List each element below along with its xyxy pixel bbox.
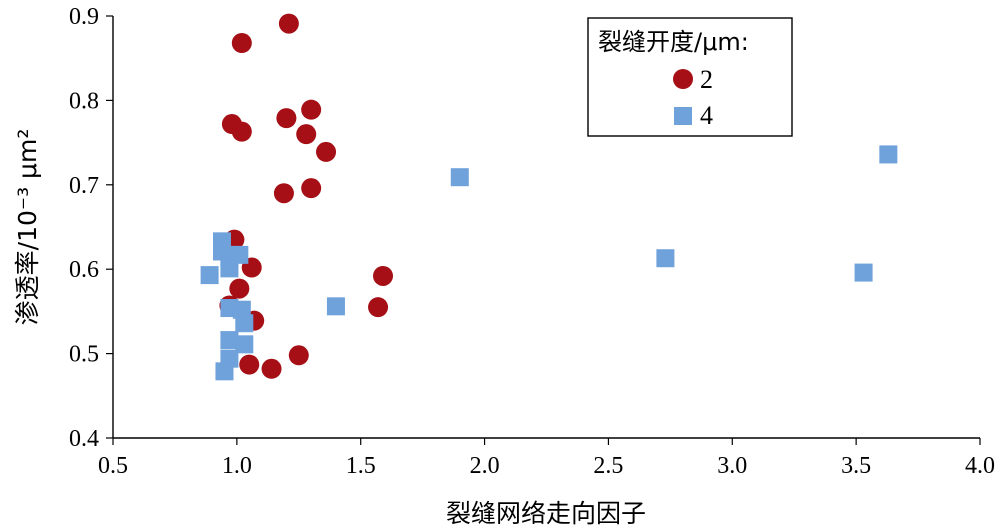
data-point-series-4 (220, 331, 239, 350)
y-tick-label: 0.8 (69, 88, 99, 114)
data-point-series-4 (235, 335, 254, 354)
legend-marker-series-2 (673, 69, 693, 89)
data-point-series-4 (215, 362, 234, 381)
x-tick-label: 2.0 (470, 453, 500, 479)
legend-title: 裂缝开度/μm: (598, 28, 749, 56)
data-marks (200, 13, 898, 381)
data-point-series-4 (854, 263, 873, 282)
data-point-series-4 (200, 266, 219, 285)
data-point-series-2 (229, 278, 250, 299)
x-tick-label: 3.0 (717, 453, 747, 479)
y-tick-label: 0.9 (69, 4, 99, 30)
data-point-series-4 (450, 168, 469, 187)
x-tick-label: 4.0 (965, 453, 995, 479)
x-tick-label: 1.0 (222, 453, 252, 479)
x-tick-label: 2.5 (593, 453, 623, 479)
y-tick-label: 0.4 (69, 426, 99, 452)
data-point-series-2 (261, 358, 282, 379)
legend-label-series-4: 4 (700, 101, 713, 130)
x-tick-label: 3.5 (841, 453, 871, 479)
y-tick-label: 0.7 (69, 173, 99, 199)
x-tick-label: 1.5 (346, 453, 376, 479)
legend-label-series-2: 2 (700, 65, 713, 94)
legend: 裂缝开度/μm: 2 4 (587, 17, 793, 137)
data-point-series-4 (879, 145, 898, 164)
data-point-series-4 (235, 314, 254, 333)
data-point-series-4 (220, 259, 239, 278)
data-point-series-4 (326, 297, 345, 316)
legend-marker-series-4 (674, 107, 692, 125)
axis-ticks: 0.5 1.0 1.5 2.0 2.5 3.0 3.5 4.00.40.50.60.70.80… (69, 4, 995, 479)
series-2 (219, 13, 394, 379)
x-tick-label: 0.5 (98, 453, 128, 479)
y-tick-label: 0.5 (69, 342, 99, 368)
y-tick-label: 0.6 (69, 257, 99, 283)
series-4 (200, 145, 898, 381)
data-point-series-2 (301, 178, 322, 199)
data-point-series-4 (232, 300, 251, 319)
data-point-series-2 (231, 121, 252, 142)
y-axis-title: 渗透率/10⁻³ μm² (13, 129, 42, 326)
x-axis-title: 裂缝网络走向因子 (446, 499, 646, 528)
data-point-series-4 (656, 249, 675, 268)
data-point-series-2 (368, 297, 389, 318)
data-point-series-2 (276, 108, 297, 129)
data-point-series-2 (316, 141, 337, 162)
data-point-series-2 (288, 345, 309, 366)
data-point-series-2 (231, 33, 252, 54)
data-point-series-2 (278, 13, 299, 34)
data-point-series-2 (373, 265, 394, 286)
plot-area: 0.5 1.0 1.5 2.0 2.5 3.0 3.5 4.00.40.50.60.70.80… (69, 4, 995, 479)
data-point-series-2 (301, 99, 322, 120)
data-point-series-2 (296, 124, 317, 145)
data-point-series-2 (239, 354, 260, 375)
data-point-series-2 (273, 183, 294, 204)
